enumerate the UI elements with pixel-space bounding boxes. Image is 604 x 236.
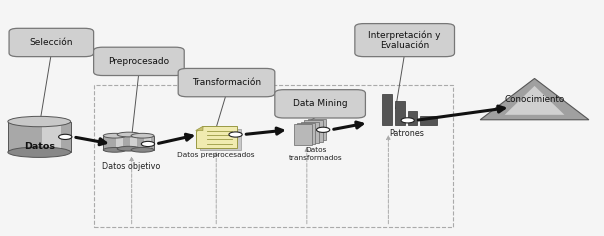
FancyBboxPatch shape <box>178 68 275 97</box>
Polygon shape <box>116 136 123 150</box>
Polygon shape <box>103 136 126 150</box>
Bar <box>395 101 405 125</box>
Text: Transformación: Transformación <box>192 78 261 87</box>
Polygon shape <box>42 122 61 152</box>
Ellipse shape <box>131 133 154 138</box>
Polygon shape <box>480 78 589 120</box>
FancyBboxPatch shape <box>94 47 184 76</box>
Text: Preprocesado: Preprocesado <box>108 57 170 66</box>
Ellipse shape <box>117 146 140 151</box>
FancyBboxPatch shape <box>9 28 94 57</box>
Text: Patrones: Patrones <box>389 129 424 138</box>
Text: Data Mining: Data Mining <box>293 99 347 108</box>
Polygon shape <box>144 136 150 150</box>
Ellipse shape <box>8 116 71 127</box>
Text: Datos preprocesados: Datos preprocesados <box>178 152 255 158</box>
Ellipse shape <box>103 133 126 138</box>
Polygon shape <box>505 86 564 115</box>
Bar <box>304 120 323 142</box>
Circle shape <box>229 132 242 137</box>
Polygon shape <box>130 135 137 149</box>
Circle shape <box>141 141 155 147</box>
Text: Conocimiento: Conocimiento <box>504 95 565 104</box>
Bar <box>294 124 312 145</box>
Text: Selección: Selección <box>30 38 73 47</box>
Polygon shape <box>117 135 140 149</box>
Polygon shape <box>196 126 203 131</box>
FancyBboxPatch shape <box>275 90 365 118</box>
Ellipse shape <box>131 148 154 152</box>
Circle shape <box>401 118 414 123</box>
Text: Datos
transformados: Datos transformados <box>289 148 342 160</box>
Bar <box>297 123 315 144</box>
Ellipse shape <box>103 148 126 152</box>
Text: Datos: Datos <box>24 142 55 151</box>
Text: Interpretación y
Evaluación: Interpretación y Evaluación <box>368 30 441 50</box>
Bar <box>308 119 326 140</box>
Bar <box>382 94 392 125</box>
Ellipse shape <box>8 147 71 157</box>
Text: Datos objetivo: Datos objetivo <box>103 162 161 171</box>
FancyBboxPatch shape <box>355 24 455 57</box>
Circle shape <box>316 127 330 132</box>
Polygon shape <box>131 136 154 150</box>
Bar <box>408 111 417 125</box>
Bar <box>94 85 453 227</box>
Ellipse shape <box>117 132 140 137</box>
Polygon shape <box>8 122 71 152</box>
Polygon shape <box>196 126 237 148</box>
Bar <box>200 129 241 150</box>
Bar <box>420 116 437 125</box>
Circle shape <box>59 134 72 139</box>
Bar <box>301 122 319 143</box>
